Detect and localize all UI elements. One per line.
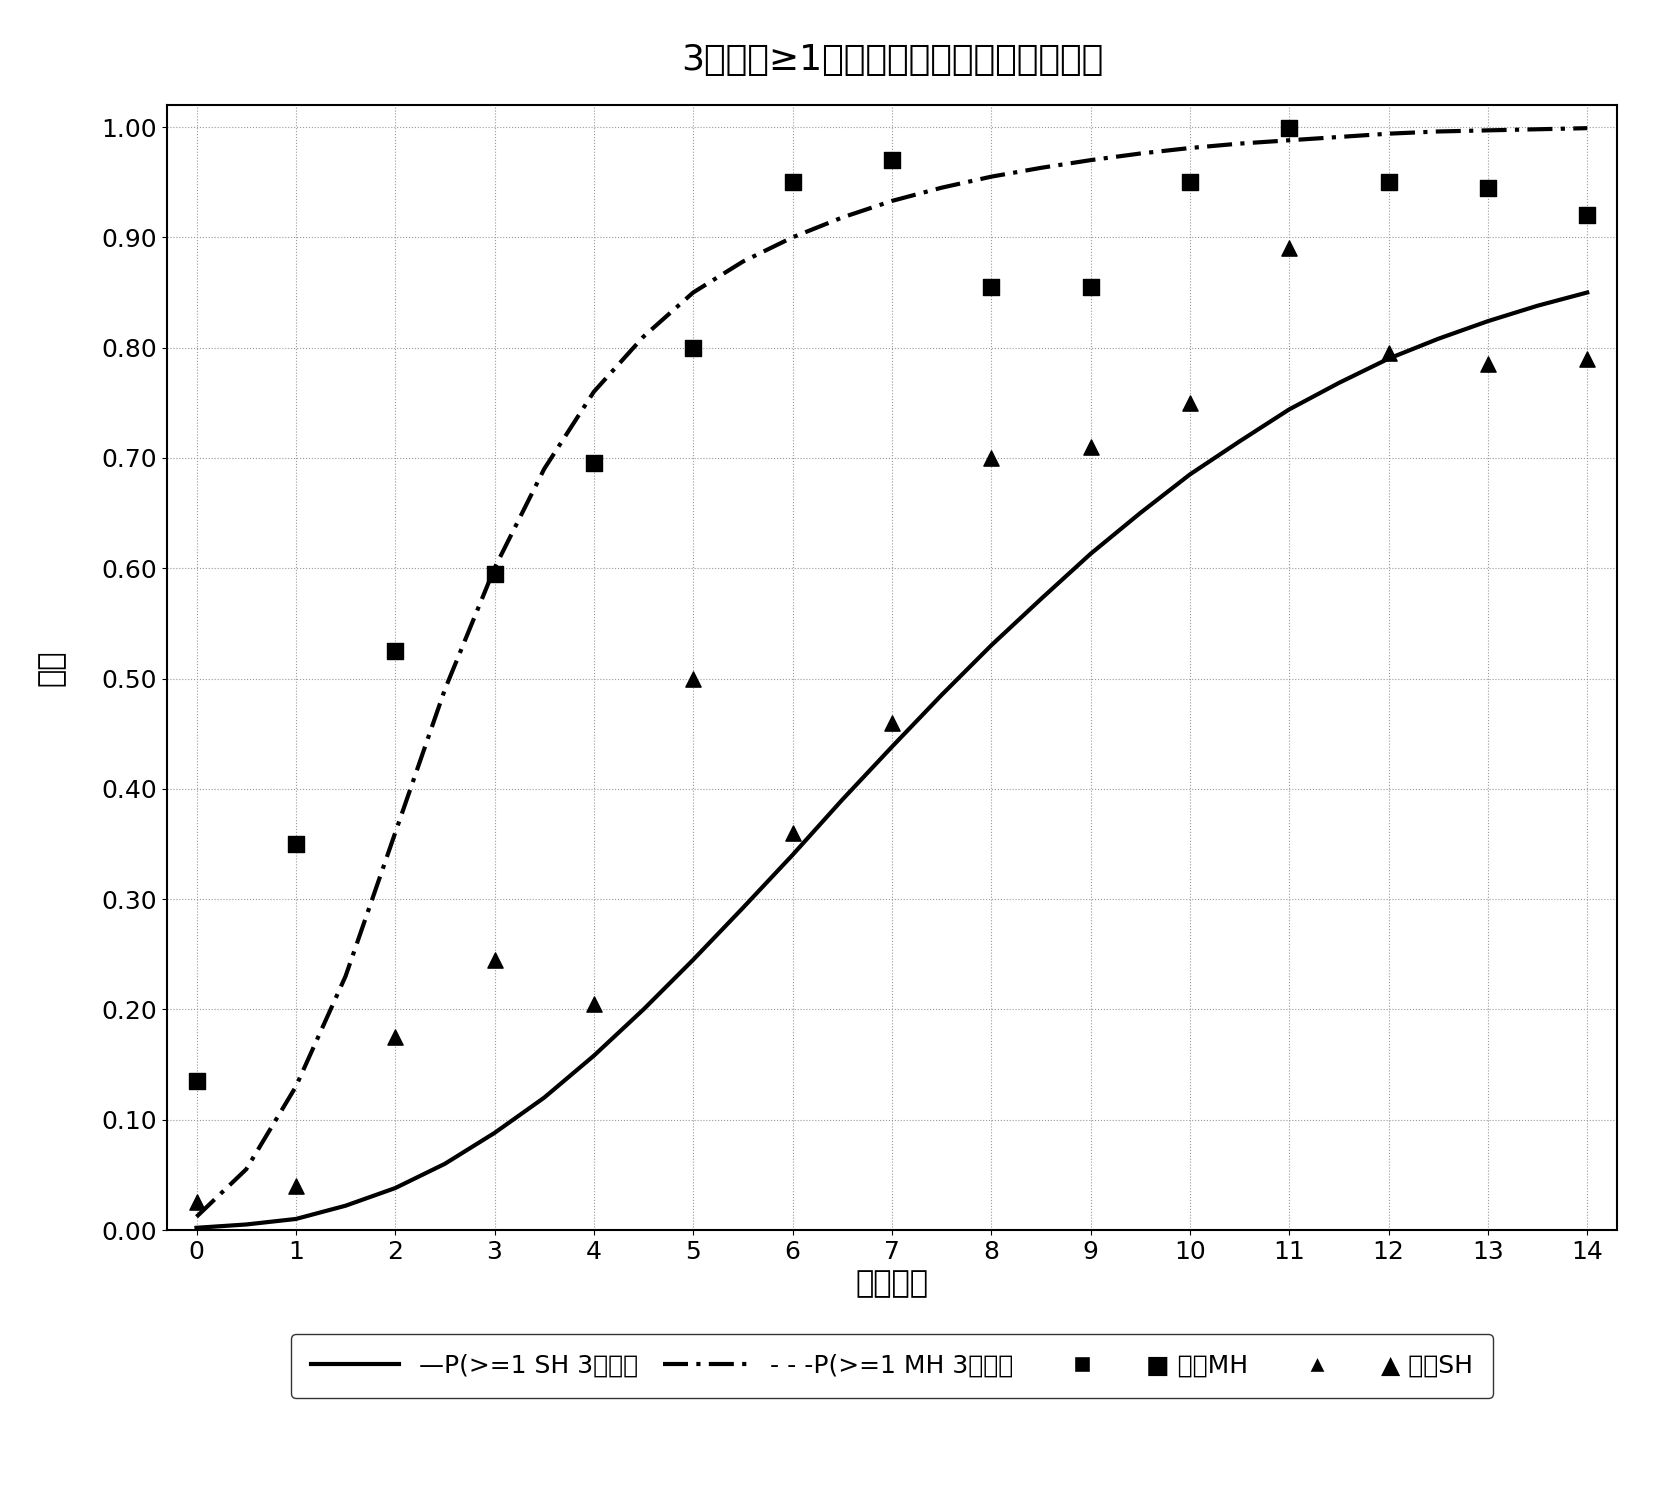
Point [1275,237,1302,261]
Legend: —P(>=1 SH 3个月）, - - -P(>=1 MH 3个月）, ■ 实验MH, ▲ 实验SH: —P(>=1 SH 3个月）, - - -P(>=1 MH 3个月）, ■ 实验… [292,1334,1492,1398]
Point [382,1024,408,1048]
Y-axis label: 概率: 概率 [37,650,65,686]
Point [282,1174,308,1198]
Point [1077,435,1104,459]
Point [1077,274,1104,298]
Point [580,452,607,476]
Point [1177,392,1204,416]
Point [680,666,707,690]
Point [1375,340,1402,364]
X-axis label: 危险水平: 危险水平 [855,1269,929,1299]
Point [183,1070,210,1094]
Point [183,1191,210,1215]
Point [1375,170,1402,194]
Point [778,821,805,844]
Point [482,562,508,586]
Point [680,336,707,360]
Point [979,446,1005,470]
Point [1574,346,1600,370]
Point [979,274,1005,298]
Point [482,948,508,972]
Point [282,833,308,856]
Point [1275,116,1302,140]
Point [382,639,408,663]
Point [778,170,805,194]
Title: 3个月内≥1次中度或严重低血糖症的概率: 3个月内≥1次中度或严重低血糖症的概率 [680,44,1104,78]
Point [879,148,905,172]
Point [580,992,607,1016]
Point [1475,176,1502,200]
Point [1475,352,1502,376]
Point [1177,170,1204,194]
Point [879,711,905,735]
Point [1574,204,1600,228]
